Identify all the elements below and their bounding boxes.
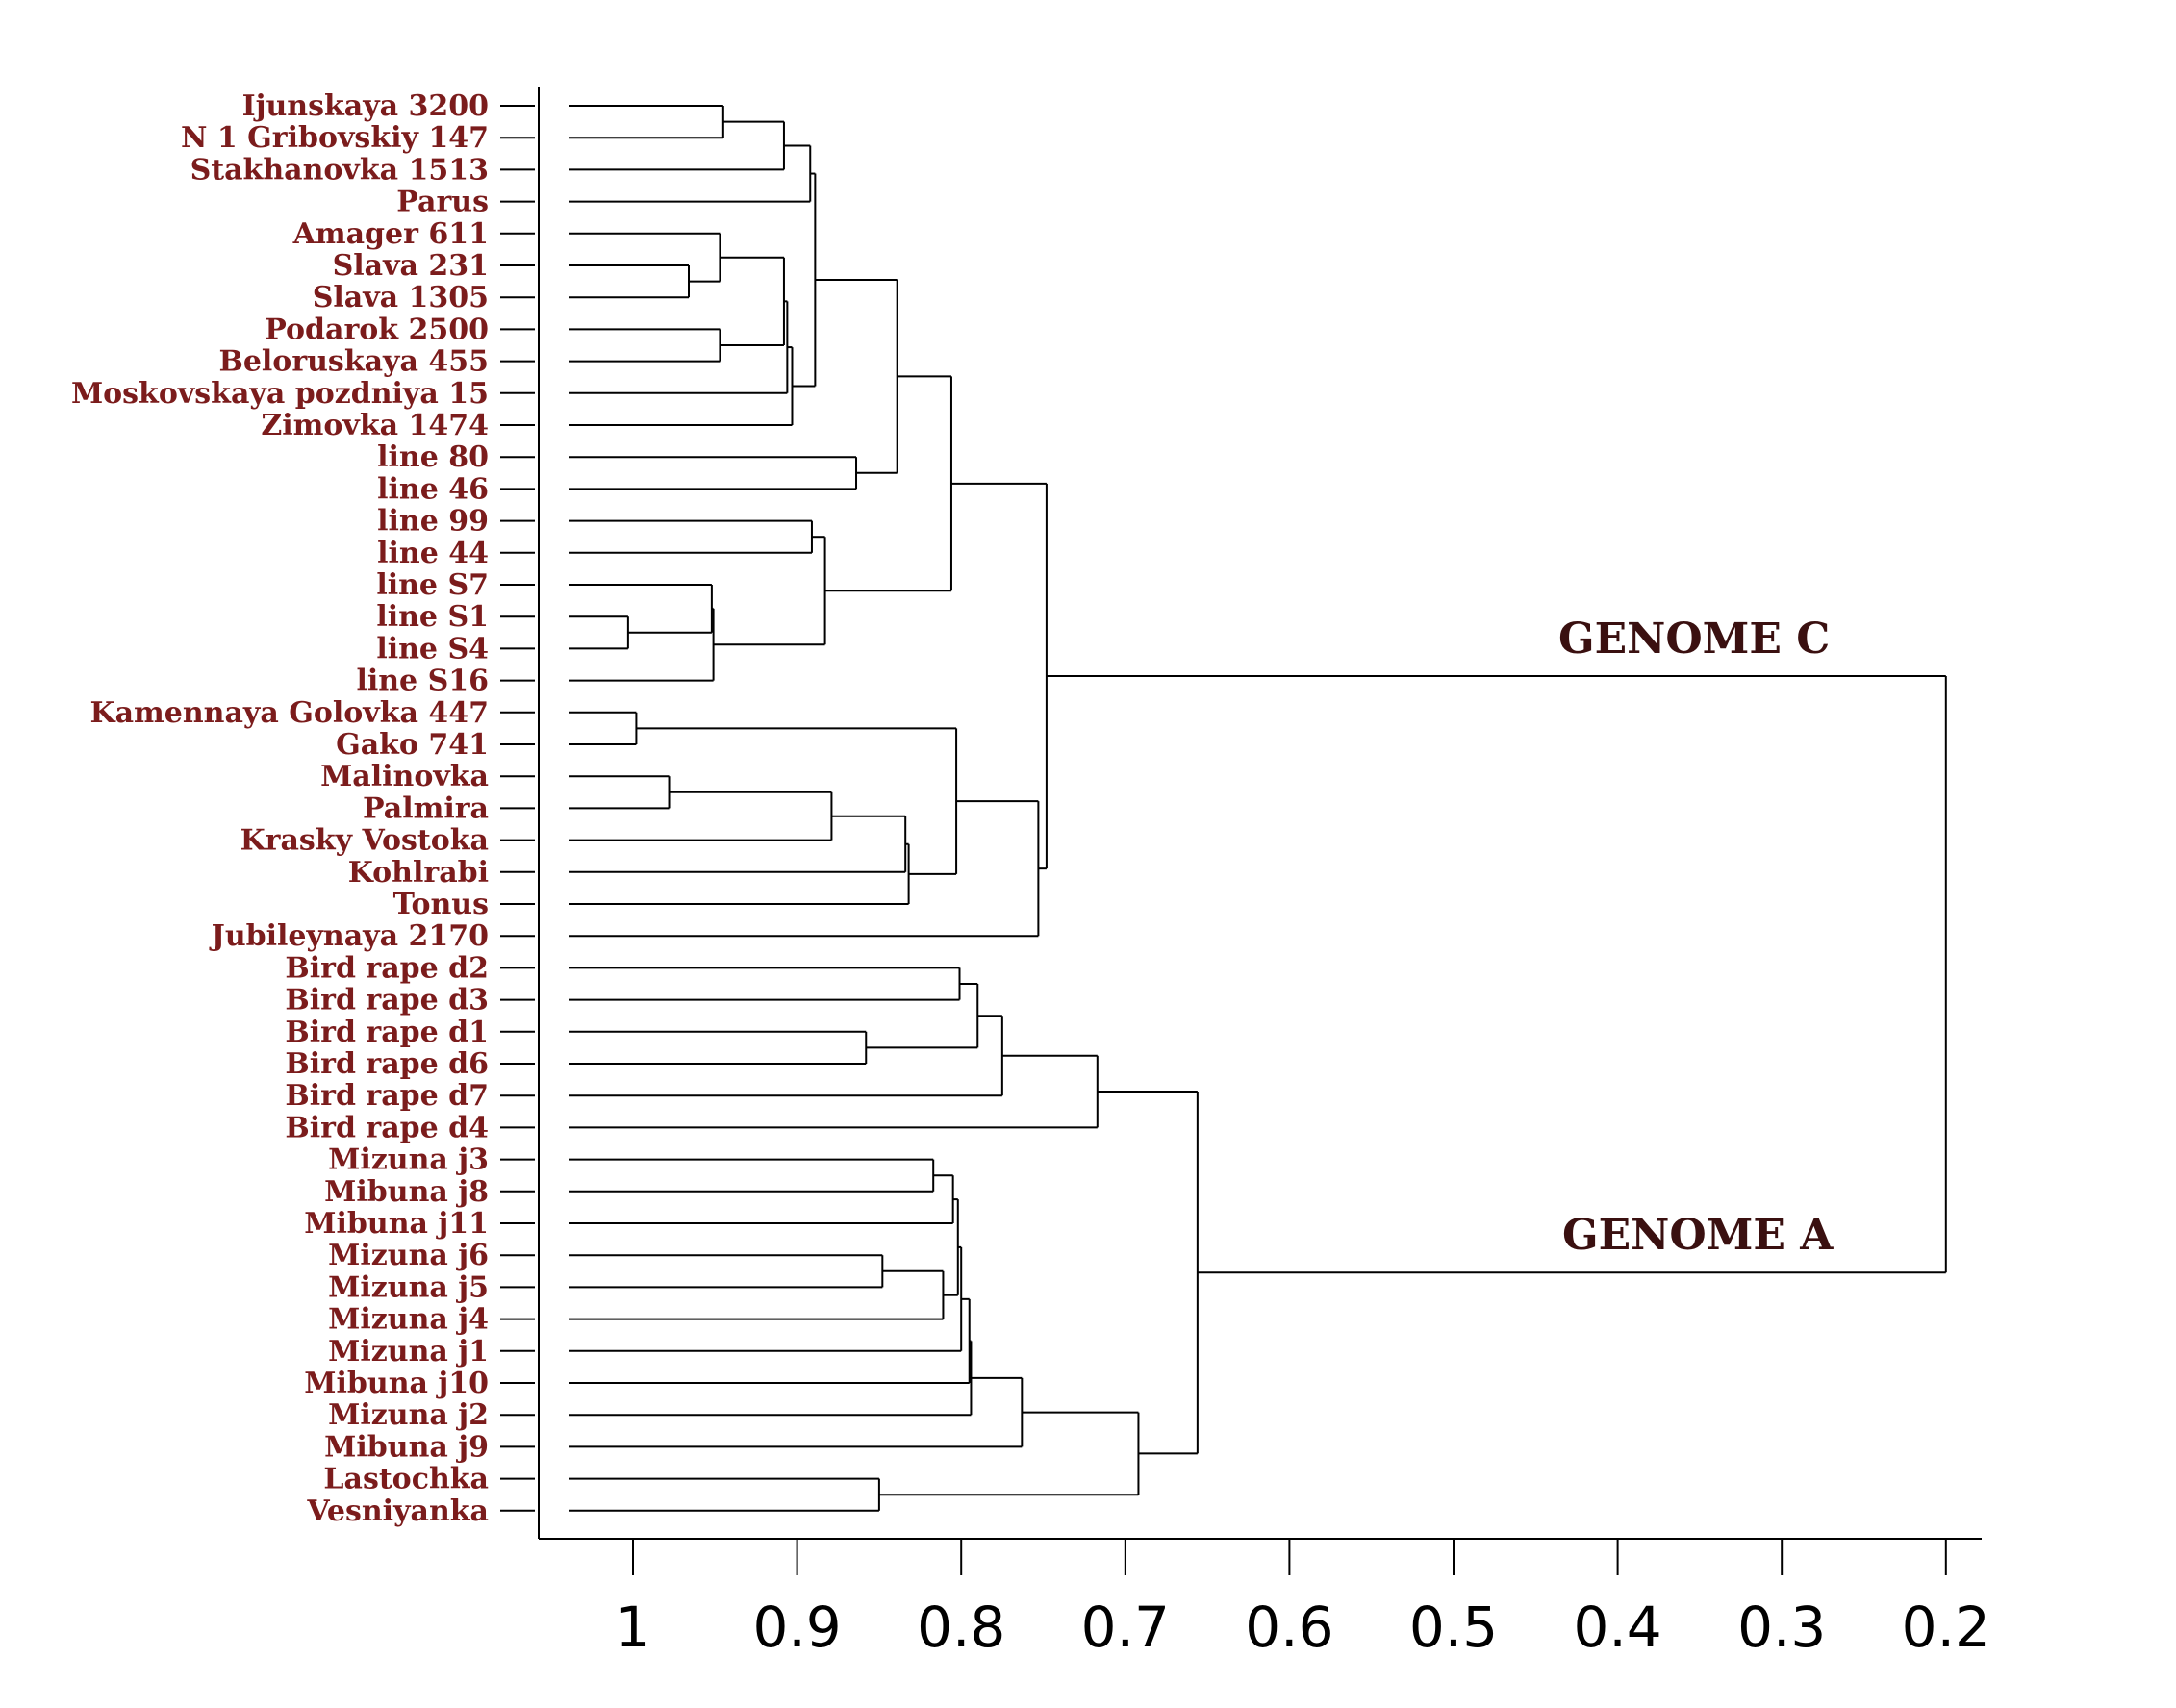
- x-tick-label: 0.3: [1737, 1595, 1826, 1660]
- leaf-label: Bird rape d7: [285, 1079, 489, 1113]
- leaf-label: line 80: [377, 440, 489, 474]
- leaf-label: Bird rape d1: [285, 1016, 489, 1049]
- leaf-label: Bird rape d3: [285, 984, 489, 1017]
- leaf-label: Lastochka: [323, 1463, 489, 1496]
- leaf-label: Slava 231: [333, 249, 489, 283]
- x-tick-label: 1: [616, 1595, 651, 1660]
- x-tick-label: 0.4: [1573, 1595, 1661, 1660]
- leaf-label: Mizuna j4: [328, 1303, 489, 1337]
- leaf-tick-marks: [500, 105, 535, 1512]
- x-tick-label: 0.7: [1081, 1595, 1170, 1660]
- leaf-label: Beloruskaya 455: [218, 345, 489, 379]
- leaf-label: Mibuna j9: [324, 1430, 489, 1464]
- x-axis-ticks: 1 0.9 0.8 0.7 0.6 0.5 0.4 0.3 0.2: [616, 1539, 1990, 1660]
- leaf-label: Tonus: [393, 888, 489, 921]
- x-tick-label: 0.5: [1409, 1595, 1498, 1660]
- leaf-label: Mibuna j11: [304, 1207, 489, 1241]
- leaf-label: Mizuna j5: [328, 1270, 489, 1304]
- leaf-label: Stakhanovka 1513: [190, 153, 489, 187]
- genome-c-label: GENOME C: [1558, 615, 1830, 664]
- leaf-label: Moskovskaya pozdniya 15: [71, 377, 489, 411]
- leaf-label: line S16: [356, 665, 489, 698]
- x-tick-label: 0.2: [1902, 1595, 1990, 1660]
- leaf-label: line S4: [376, 632, 489, 666]
- leaf-label: Zimovka 1474: [261, 409, 489, 442]
- leaf-label: line S1: [376, 600, 489, 634]
- leaf-label: Mibuna j10: [304, 1367, 489, 1400]
- leaf-label: Parus: [396, 186, 489, 219]
- dendrogram-branches: [569, 105, 1947, 1512]
- leaf-label: Palmira: [363, 791, 489, 825]
- genome-a-label: GENOME A: [1562, 1211, 1834, 1260]
- leaf-label: Ijunskaya 3200: [242, 89, 489, 123]
- leaf-label: Bird rape d4: [285, 1111, 489, 1144]
- leaf-label: line 44: [377, 537, 489, 570]
- leaf-label: Mizuna j3: [328, 1143, 489, 1177]
- leaf-label: Gako 741: [336, 728, 489, 762]
- leaf-label: Mizuna j2: [328, 1398, 489, 1432]
- leaf-label: Podarok 2500: [265, 313, 489, 346]
- leaf-label: Kohlrabi: [348, 856, 489, 890]
- leaf-label: Mibuna j8: [324, 1175, 489, 1209]
- x-tick-label: 0.6: [1245, 1595, 1333, 1660]
- leaf-label: Mizuna j1: [328, 1335, 489, 1369]
- leaf-label: Slava 1305: [313, 281, 489, 314]
- leaf-label: Vesniyanka: [306, 1494, 489, 1528]
- leaf-label: Malinovka: [320, 760, 489, 793]
- leaf-label: Amager 611: [292, 217, 489, 251]
- leaf-label: Mizuna j6: [328, 1239, 489, 1272]
- x-tick-label: 0.9: [752, 1595, 841, 1660]
- leaf-label: Bird rape d6: [285, 1047, 489, 1081]
- leaf-label: Kamennaya Golovka 447: [90, 696, 489, 730]
- x-tick-label: 0.8: [917, 1595, 1005, 1660]
- leaf-label: Krasky Vostoka: [240, 824, 489, 858]
- leaf-label: N 1 Gribovskiy 147: [181, 121, 489, 155]
- leaf-label: line S7: [376, 568, 489, 602]
- leaf-label: line 46: [377, 472, 489, 506]
- leaf-label: Jubileynaya 2170: [209, 919, 489, 953]
- leaf-label: Bird rape d2: [285, 951, 489, 985]
- leaf-label: line 99: [377, 505, 489, 539]
